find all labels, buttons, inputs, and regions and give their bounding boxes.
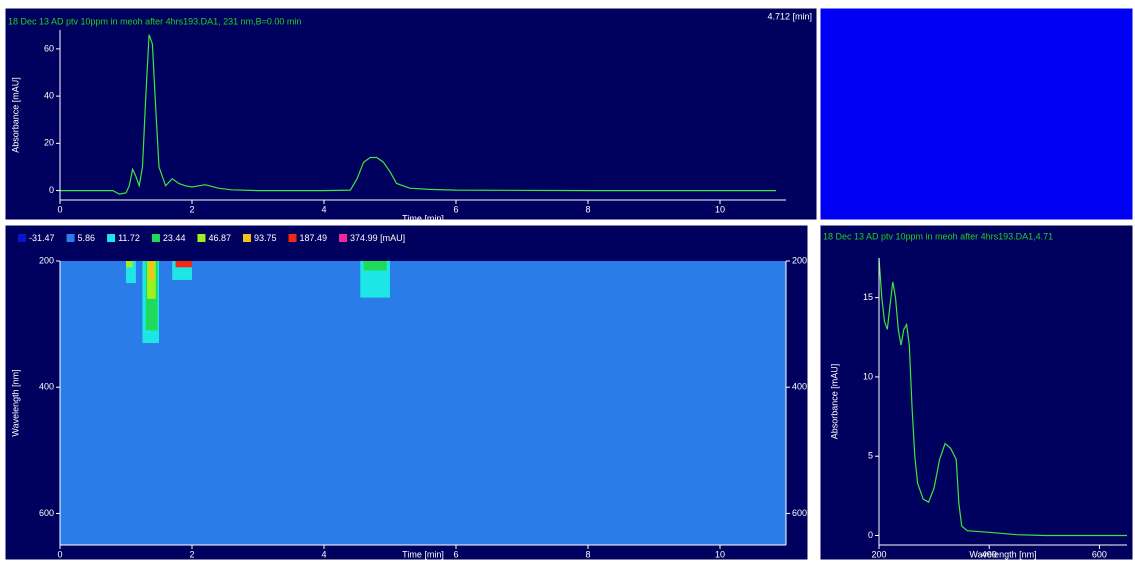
y-tick-label: 10 — [863, 371, 873, 381]
spectrum-panel — [819, 224, 1134, 561]
x-tick-label: 2 — [189, 204, 194, 214]
data-line — [878, 257, 1127, 537]
x-tick-label: 600 — [1092, 549, 1107, 559]
y-tick-label: 200 — [39, 255, 54, 265]
x-tick-label: 200 — [871, 549, 886, 559]
legend-swatch — [288, 234, 297, 242]
contour-cell — [175, 261, 192, 268]
legend-swatch — [242, 234, 251, 242]
legend-swatch — [339, 234, 348, 242]
y-tick-label: 5 — [868, 451, 873, 461]
y-axis-label: Absorbance [mAU] — [10, 77, 20, 153]
contour-cell — [147, 261, 156, 299]
legend-swatch — [18, 234, 26, 242]
y-tick-label: 40 — [44, 90, 54, 100]
x-axis-label: Time [min] — [402, 549, 444, 559]
annotation: 4.712 [min] — [767, 11, 812, 21]
contour-cell — [126, 261, 133, 268]
y-tick-label: 0 — [868, 530, 873, 540]
legend-label: 187.49 — [300, 233, 328, 243]
x-tick-label: 8 — [585, 204, 590, 214]
legend-swatch — [66, 234, 75, 242]
x-tick-label: 10 — [715, 204, 725, 214]
x-axis-label: Wavelength [nm] — [969, 549, 1036, 559]
y-tick-label-right: 200 — [792, 255, 807, 265]
contour-cell — [126, 261, 136, 284]
legend-label: 374.99 [mAU] — [350, 233, 405, 243]
contour-cell — [149, 261, 154, 280]
x-tick-label: 8 — [585, 549, 590, 559]
y-axis-label: Wavelength [nm] — [10, 369, 20, 436]
y-tick-label: 15 — [863, 292, 873, 302]
y-axis-label: Absorbance [mAU] — [829, 364, 839, 440]
y-tick-label: 20 — [44, 138, 54, 148]
y-tick-label-right: 600 — [792, 508, 807, 518]
chart-title: 18 Dec 13 AD ptv 10ppm in meoh after 4hr… — [8, 16, 301, 26]
contour-cell — [363, 261, 387, 271]
x-tick-label: 4 — [321, 549, 326, 559]
contour-cell — [60, 261, 786, 545]
x-tick-label: 4 — [321, 204, 326, 214]
legend-swatch — [151, 234, 160, 242]
chart-title: 18 Dec 13 AD ptv 10ppm in meoh after 4hr… — [823, 231, 1053, 241]
y-tick-label: 60 — [44, 43, 54, 53]
y-tick-label: 600 — [39, 508, 54, 518]
x-tick-label: 400 — [982, 549, 997, 559]
y-tick-label-right: 400 — [792, 382, 807, 392]
x-tick-label: 0 — [57, 204, 62, 214]
x-tick-label: 6 — [453, 549, 458, 559]
chromatogram-panel — [4, 7, 818, 221]
x-tick-label: 6 — [453, 204, 458, 214]
x-tick-label: 0 — [57, 549, 62, 559]
legend-swatch — [107, 234, 116, 242]
empty-panel — [819, 7, 1134, 221]
y-tick-label: 400 — [39, 382, 54, 392]
legend-label: 11.72 — [118, 233, 140, 243]
x-tick-label: 10 — [715, 549, 725, 559]
y-tick-label: 0 — [49, 185, 54, 195]
legend-label: 5.86 — [78, 233, 96, 243]
legend-swatch — [197, 234, 206, 242]
legend-label: -31.47 — [29, 233, 55, 243]
data-line — [60, 34, 777, 195]
x-tick-label: 2 — [189, 549, 194, 559]
legend-label: 93.75 — [254, 233, 277, 243]
legend-label: 46.87 — [208, 233, 231, 243]
legend-label: 23.44 — [163, 233, 186, 243]
x-axis-label: Time [min] — [402, 213, 444, 223]
